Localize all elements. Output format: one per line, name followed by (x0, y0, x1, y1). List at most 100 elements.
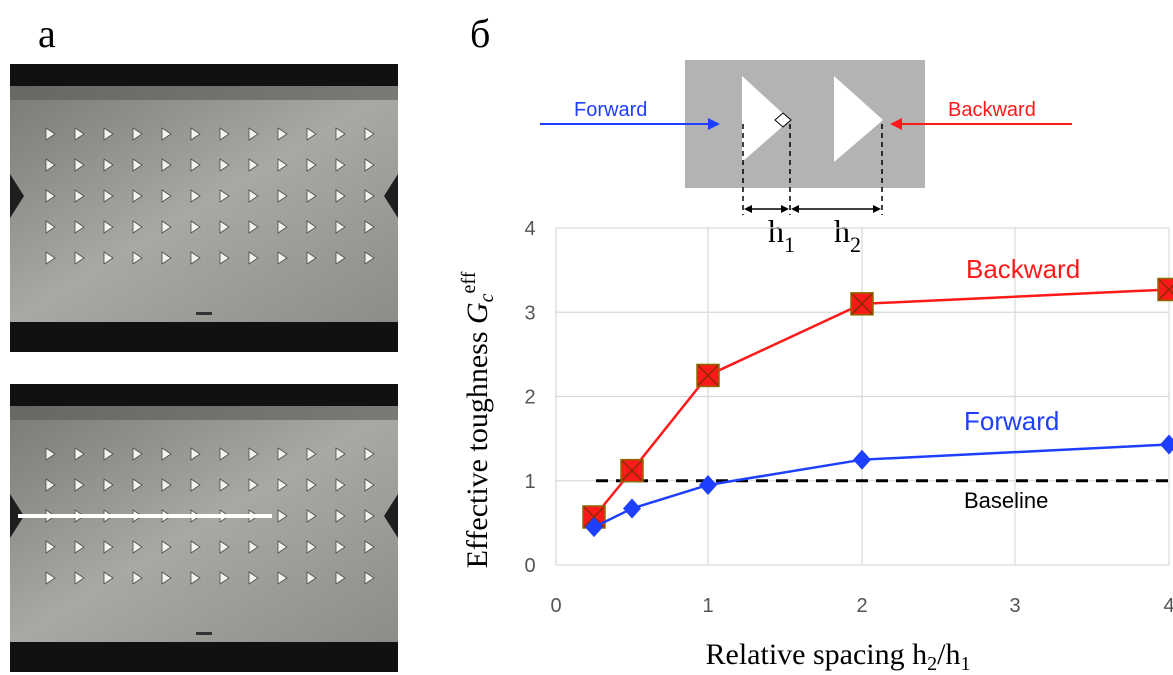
x-axis-title-slash: /h (937, 638, 960, 671)
series-line-backward (593, 288, 1170, 518)
specimen-hole (364, 509, 375, 523)
specimen-hole (364, 478, 375, 492)
specimen-hole (103, 127, 114, 141)
specimen-hole (364, 540, 375, 554)
specimen-hole (306, 478, 317, 492)
backward-marker (582, 505, 606, 529)
dim-arrowhead-h1-left-icon (744, 205, 752, 213)
specimen-hole (190, 540, 201, 554)
specimen-hole (248, 220, 259, 234)
backward-marker (696, 363, 720, 388)
specimen-hole (161, 540, 172, 554)
specimen-hole (335, 251, 346, 265)
specimen-hole (132, 127, 143, 141)
specimen-hole (219, 571, 230, 585)
specimen-hole (190, 447, 201, 461)
x-tick-labels: 0 1 2 3 4 (550, 595, 1173, 617)
clamp-bottom (10, 642, 398, 672)
backward-marker (850, 292, 874, 316)
specimen-hole (248, 540, 259, 554)
specimen-hole (306, 251, 317, 265)
specimen-photo-cracked-drawing (10, 384, 398, 672)
schematic-h2-main: h (834, 213, 850, 249)
backward-marker-box (1157, 277, 1173, 302)
specimen-photo-intact (10, 64, 398, 352)
schematic-crack-tip-icon (774, 112, 792, 128)
y-axis-title-main: Effective toughness (461, 324, 494, 568)
side-notch-left (10, 494, 24, 538)
specimen-hole (248, 447, 259, 461)
specimen-hole (161, 251, 172, 265)
clamp-bottom (10, 322, 398, 352)
forward-marker (853, 449, 871, 470)
specimen-hole (161, 127, 172, 141)
specimen-hole (335, 571, 346, 585)
backward-marker (620, 458, 644, 483)
specimen-hole (364, 158, 375, 172)
schematic-background (685, 60, 925, 188)
specimen-hole (306, 447, 317, 461)
specimen-hole (161, 220, 172, 234)
specimen-hole (277, 189, 288, 203)
spacing-schematic: Forward Backward h1 h2 (540, 60, 1072, 257)
specimen-hole (45, 478, 56, 492)
specimen-hole (161, 571, 172, 585)
specimen-hole (335, 478, 346, 492)
y-axis-title-symbol: G (461, 302, 494, 324)
backward-marker-cross-b (583, 506, 605, 528)
specimen-plate (10, 86, 398, 322)
specimen-hole (190, 220, 201, 234)
specimen-hole (103, 189, 114, 203)
specimen-hole (103, 540, 114, 554)
specimen-hole (132, 220, 143, 234)
specimen-plate (10, 406, 398, 642)
specimen-hole (45, 158, 56, 172)
specimen-hole (277, 478, 288, 492)
schematic-triangle-1 (742, 76, 790, 162)
specimen-hole (132, 189, 143, 203)
specimen-hole (45, 220, 56, 234)
specimen-hole (219, 158, 230, 172)
clamp-top (10, 64, 398, 86)
specimen-hole (277, 540, 288, 554)
specimen-hole (45, 571, 56, 585)
specimen-hole (45, 251, 56, 265)
specimen-hole (45, 189, 56, 203)
specimen-hole (103, 158, 114, 172)
specimen-hole (248, 127, 259, 141)
backward-marker-cross-b (697, 364, 719, 386)
plate-shade-top (10, 86, 398, 100)
specimen-hole (132, 540, 143, 554)
schematic-backward-label: Backward (948, 99, 1036, 121)
specimen-hole (74, 127, 85, 141)
x-axis-title-sub2: 1 (960, 653, 970, 675)
specimen-hole (190, 189, 201, 203)
y-axis-title-sup: eff (458, 271, 480, 293)
x-axis-title: Relative spacing h2/h1 (706, 638, 971, 675)
specimen-hole (219, 478, 230, 492)
specimen-hole (306, 220, 317, 234)
y-tick-label: 3 (524, 302, 535, 324)
specimen-hole (132, 571, 143, 585)
backward-marker-cross-b (1158, 284, 1173, 301)
y-axis-title: Effective toughness Gceff (458, 271, 498, 568)
y-tick-label: 4 (524, 218, 535, 240)
specimen-hole (277, 447, 288, 461)
specimen-hole (132, 158, 143, 172)
specimen-hole (219, 447, 230, 461)
series-label-backward: Backward (966, 254, 1080, 284)
plate-mark (196, 632, 212, 635)
specimen-hole (335, 189, 346, 203)
specimen-hole (364, 127, 375, 141)
specimen-hole (277, 509, 288, 523)
specimen-hole (306, 571, 317, 585)
y-tick-label: 2 (524, 387, 535, 409)
forward-marker (1160, 434, 1173, 455)
specimen-hole (219, 189, 230, 203)
backward-marker (1157, 277, 1173, 302)
specimen-hole (132, 447, 143, 461)
specimen-hole (364, 447, 375, 461)
specimen-hole (335, 158, 346, 172)
x-tick-label: 2 (856, 595, 867, 617)
